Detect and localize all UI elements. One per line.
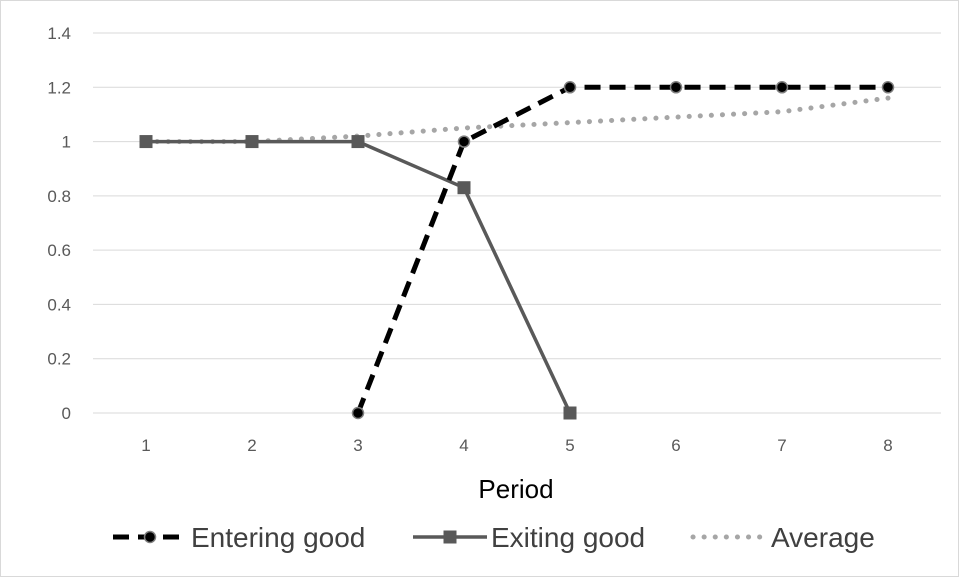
legend-label: Exiting good (491, 522, 645, 553)
series-line (146, 139, 572, 414)
legend-item: Exiting good (413, 522, 645, 553)
x-tick-label: 8 (883, 436, 892, 455)
data-point (563, 406, 577, 420)
data-point (457, 135, 471, 148)
x-tick-label: 4 (459, 436, 468, 455)
legend-swatch-marker (143, 530, 157, 544)
data-point (563, 81, 577, 94)
y-tick-label: 0 (62, 404, 71, 423)
data-point (881, 81, 895, 94)
x-tick-label: 5 (565, 436, 574, 455)
series-group (139, 81, 895, 420)
y-tick-label: 0.8 (47, 187, 71, 206)
y-tick-label: 1 (62, 133, 71, 152)
legend-label: Entering good (191, 522, 365, 553)
x-tick-label: 3 (353, 436, 362, 455)
x-tick-label: 2 (247, 436, 256, 455)
data-point (351, 406, 365, 420)
x-axis-title: Period (478, 474, 553, 504)
data-point (775, 81, 789, 94)
y-tick-label: 1.2 (47, 78, 71, 97)
series-entering-good (351, 81, 895, 420)
data-point (245, 135, 259, 149)
y-tick-label: 0.2 (47, 350, 71, 369)
x-axis-ticks: 1 2 3 4 5 6 7 8 (141, 436, 892, 455)
data-point (139, 135, 153, 149)
legend: Entering good Exiting good Average (113, 522, 875, 553)
x-tick-label: 7 (777, 436, 786, 455)
data-point (669, 81, 683, 94)
gridlines (93, 32, 941, 414)
data-point (351, 135, 365, 149)
legend-item: Entering good (113, 522, 365, 553)
data-point (457, 181, 471, 195)
x-tick-label: 1 (141, 436, 150, 455)
series-exiting-good (139, 135, 577, 420)
legend-item: Average (690, 522, 875, 553)
y-axis-ticks: 0 0.2 0.4 0.6 0.8 1 1.2 1.4 (47, 24, 71, 423)
y-tick-label: 0.6 (47, 241, 71, 260)
y-tick-label: 0.4 (47, 295, 71, 314)
legend-swatch-marker (443, 530, 457, 544)
series-line (355, 84, 888, 414)
y-tick-label: 1.4 (47, 24, 71, 43)
x-tick-label: 6 (671, 436, 680, 455)
legend-label: Average (771, 522, 875, 553)
